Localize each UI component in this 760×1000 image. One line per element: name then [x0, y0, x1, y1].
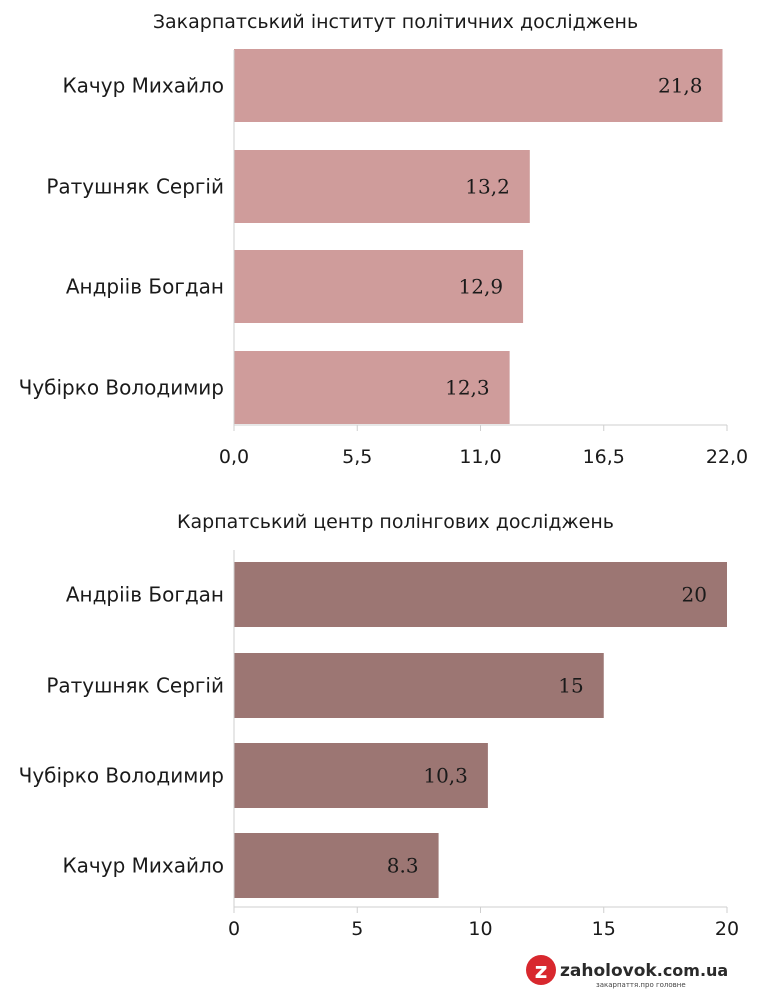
bar [234, 49, 723, 122]
logo-letter: z [535, 959, 548, 984]
logo-domain: .com.ua [657, 961, 729, 980]
chart-kcpd: Карпатський центр полінгових досліджень 2… [19, 511, 739, 940]
x-tick-label: 10 [468, 918, 492, 940]
x-tick-label: 11,0 [459, 446, 501, 468]
logo-name: zaholovok.com.ua [560, 961, 728, 981]
x-tick-label: 5,5 [342, 446, 372, 468]
x-tick-label: 20 [715, 918, 739, 940]
x-tick-label: 22,0 [706, 446, 748, 468]
chart-title: Закарпатський інститут політичних дослід… [153, 11, 638, 33]
bar-value-label: 21,8 [658, 74, 703, 98]
x-tick-label: 0,0 [219, 446, 249, 468]
chart-title: Карпатський центр полінгових досліджень [177, 511, 614, 533]
bar-value-label: 12,9 [459, 275, 504, 299]
x-tick-label: 0 [228, 918, 240, 940]
category-label: Андріів Богдан [66, 583, 224, 607]
category-label: Ратушняк Сергій [46, 674, 224, 698]
bar-value-label: 8.3 [387, 854, 419, 878]
bar [234, 743, 488, 808]
bar-value-label: 20 [682, 583, 707, 607]
zaholovok-logo: z zaholovok.com.ua закарпаття.про головн… [526, 955, 728, 989]
bar [234, 150, 530, 223]
bar [234, 653, 604, 718]
x-tick-label: 15 [592, 918, 616, 940]
x-tick-label: 5 [351, 918, 363, 940]
bar-value-label: 12,3 [445, 376, 490, 400]
logo-name-main: zaholovok [560, 961, 657, 981]
x-tick-label: 16,5 [583, 446, 625, 468]
bar-value-label: 15 [558, 674, 583, 698]
chart-zipd: Закарпатський інститут політичних дослід… [19, 11, 749, 468]
category-label: Качур Михайло [62, 854, 224, 878]
bar [234, 250, 524, 323]
logo-badge-icon [526, 955, 556, 985]
category-label: Качур Михайло [62, 74, 224, 98]
category-label: Чубірко Володимир [19, 764, 224, 788]
bar-value-label: 13,2 [465, 175, 510, 199]
category-label: Андріів Богдан [66, 275, 224, 299]
bar-value-label: 10,3 [423, 764, 468, 788]
bar [234, 562, 727, 627]
logo-tagline: закарпаття.про головне [596, 981, 686, 989]
category-label: Чубірко Володимир [19, 376, 224, 400]
category-label: Ратушняк Сергій [46, 175, 224, 199]
bar [234, 833, 439, 898]
bar [234, 351, 510, 424]
